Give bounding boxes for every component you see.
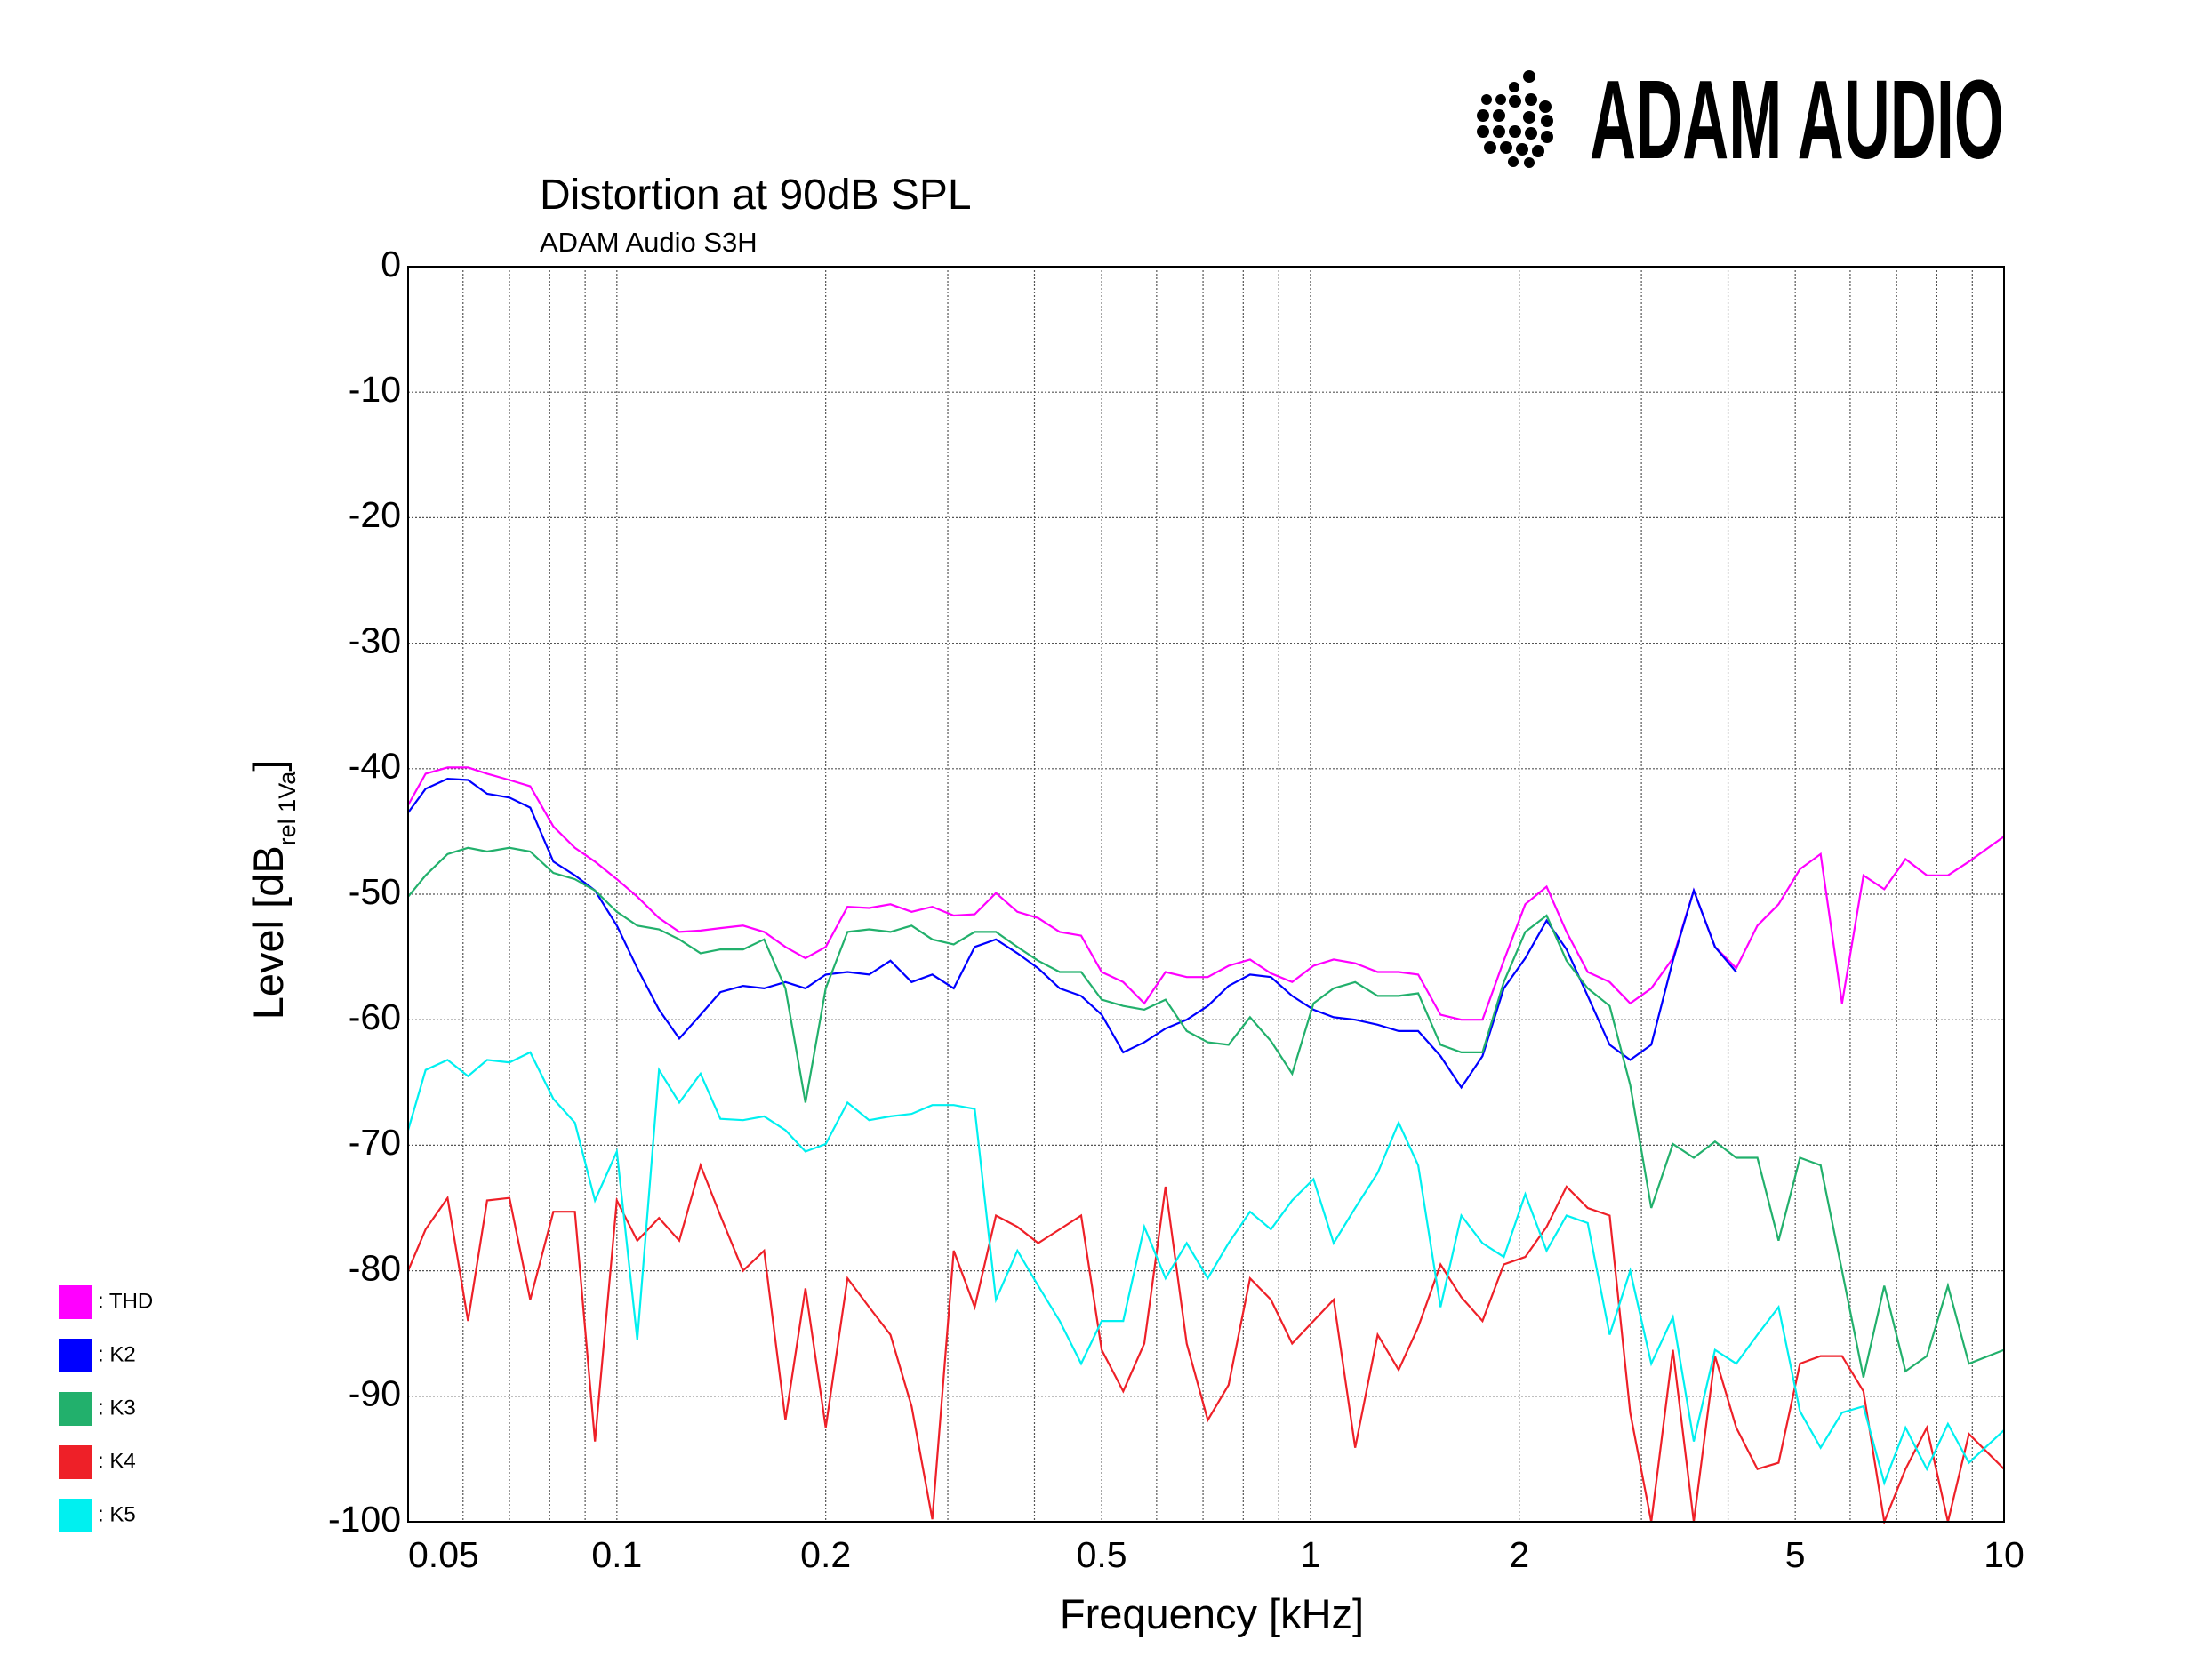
- legend-swatch: [59, 1445, 92, 1479]
- series-line: [408, 846, 2004, 1378]
- legend-label: : K4: [98, 1449, 136, 1473]
- x-axis-title: Frequency [kHz]: [1060, 1590, 1364, 1637]
- y-tick-label: -30: [349, 620, 401, 660]
- x-tick-label: 0.2: [800, 1534, 851, 1575]
- legend-swatch: [59, 1339, 92, 1372]
- brand-name: ADAM AUDIO: [1590, 57, 2004, 182]
- y-tick-label: -40: [349, 746, 401, 787]
- y-axis-title-end: ]: [245, 760, 292, 772]
- x-tick-label: 0.5: [1077, 1534, 1127, 1575]
- legend-label: : K3: [98, 1396, 136, 1420]
- x-tick-label: 10: [1984, 1534, 2025, 1575]
- y-tick-label: -10: [349, 369, 401, 410]
- y-tick-label: -90: [349, 1373, 401, 1414]
- y-tick-label: -60: [349, 996, 401, 1037]
- x-tick-label: 2: [1509, 1534, 1529, 1575]
- series-line: [408, 1051, 2004, 1486]
- legend-swatch: [59, 1392, 92, 1426]
- plot-frame: [407, 266, 2005, 1523]
- y-tick-label: -100: [328, 1499, 401, 1540]
- x-tick-label: 1: [1301, 1534, 1321, 1575]
- y-tick-label: -70: [349, 1122, 401, 1163]
- y-tick-label: -20: [349, 494, 401, 535]
- series-line: [408, 777, 1737, 1090]
- y-axis-title-sub: rel 1Va: [274, 771, 301, 846]
- legend-swatch: [59, 1285, 92, 1319]
- y-tick-label: -50: [349, 871, 401, 912]
- y-tick-label: 0: [381, 244, 401, 284]
- series-line: [408, 766, 2004, 1021]
- x-tick-label: 0.1: [591, 1534, 642, 1575]
- chart-title: Distortion at 90dB SPL: [540, 172, 972, 219]
- y-tick-label: -80: [349, 1247, 401, 1288]
- brand-logo: [1477, 70, 1553, 168]
- x-tick-label: 0.05: [408, 1534, 479, 1575]
- y-axis-title: Level [dBrel 1Va]: [245, 760, 301, 1020]
- legend-label: : THD: [98, 1289, 153, 1313]
- chart-subtitle: ADAM Audio S3H: [540, 227, 758, 258]
- y-axis-title-main: Level [dB: [245, 845, 292, 1020]
- series-line: [408, 1162, 2004, 1524]
- legend-swatch: [59, 1499, 92, 1532]
- x-tick-label: 5: [1785, 1534, 1806, 1575]
- legend-label: : K5: [98, 1502, 136, 1526]
- legend-label: : K2: [98, 1342, 136, 1366]
